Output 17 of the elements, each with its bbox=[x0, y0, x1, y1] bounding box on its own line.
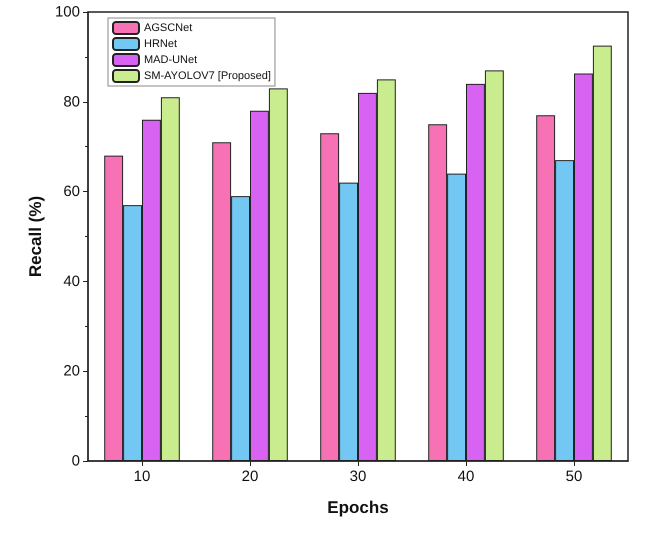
x-tick-label: 50 bbox=[566, 468, 582, 485]
x-tick-label: 30 bbox=[350, 468, 366, 485]
legend-label: SM-AYOLOV7 [Proposed] bbox=[144, 70, 271, 82]
y-tick-label: 0 bbox=[72, 452, 80, 470]
legend-label: MAD-UNet bbox=[144, 54, 198, 66]
legend-label: HRNet bbox=[144, 38, 178, 50]
legend-label: AGSCNet bbox=[144, 22, 192, 34]
y-tick-label: 40 bbox=[63, 272, 80, 290]
y-tick-label: 20 bbox=[63, 362, 80, 380]
y-axis-title: Recall (%) bbox=[26, 196, 46, 278]
x-tick-label: 40 bbox=[458, 468, 474, 485]
y-tick-label: 60 bbox=[63, 183, 80, 200]
x-tick-label: 20 bbox=[242, 468, 258, 485]
x-axis-title: Epochs bbox=[327, 498, 389, 517]
y-tick-label: 100 bbox=[54, 4, 80, 20]
y-tick-label: 80 bbox=[63, 93, 80, 110]
x-tick-label: 10 bbox=[134, 468, 150, 485]
